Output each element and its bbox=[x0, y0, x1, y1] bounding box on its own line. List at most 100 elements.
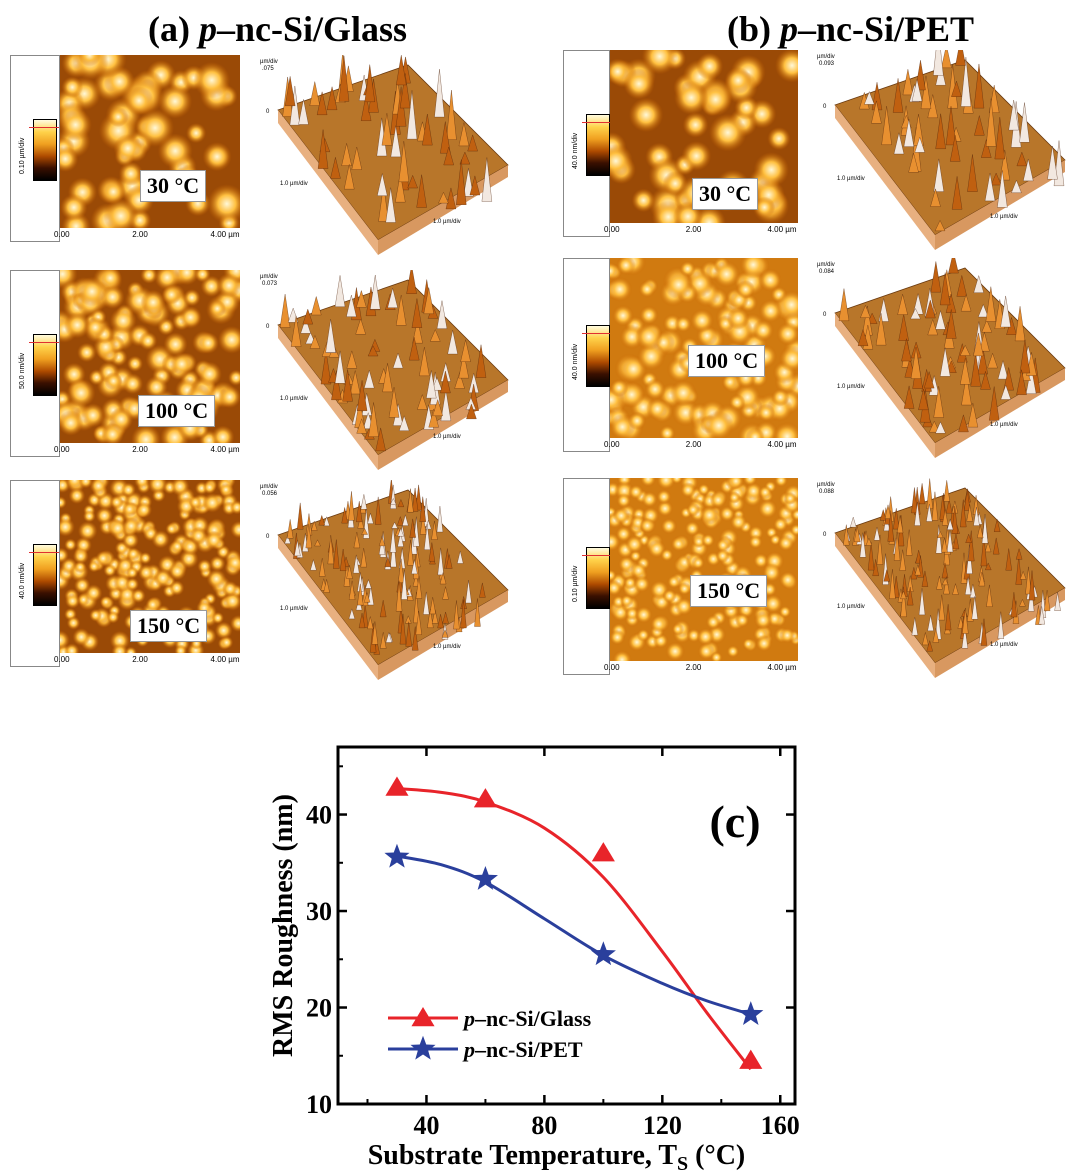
afm-3d-peak bbox=[967, 403, 979, 428]
afm-3d-peak bbox=[407, 488, 414, 513]
color-scale-label: 0.10 µm/div bbox=[572, 565, 579, 602]
afm-3d-peak bbox=[946, 309, 957, 339]
color-scale-box: 0.10 µm/div bbox=[10, 55, 60, 242]
afm-3d-peak bbox=[938, 594, 945, 621]
afm-3d-peak bbox=[342, 369, 353, 402]
afm-3d-peak bbox=[309, 81, 320, 106]
afm-grain bbox=[145, 597, 161, 612]
afm-grain bbox=[684, 520, 701, 537]
afm-grain bbox=[165, 522, 178, 536]
afm-3d-peak bbox=[411, 559, 418, 575]
legend-1-italic: p bbox=[462, 1037, 475, 1062]
afm-grain bbox=[197, 332, 220, 354]
afm-3d-peak bbox=[311, 520, 318, 531]
afm-grain bbox=[122, 517, 141, 535]
afm-3d-peak bbox=[966, 504, 973, 522]
afm-grain bbox=[230, 520, 240, 539]
afm-3d-peak bbox=[284, 534, 291, 544]
afm-grain bbox=[111, 643, 128, 653]
afm-3d-z-unit: µm/div bbox=[817, 262, 835, 268]
afm-3d-peak bbox=[378, 184, 389, 222]
x-tick-label: 120 bbox=[643, 1111, 682, 1140]
afm-3d-surface: µm/div .075 1.0 µm/div 1.0 µm/div 0 bbox=[258, 51, 513, 260]
afm-3d-peak bbox=[893, 132, 905, 155]
afm-3d-peak bbox=[960, 293, 972, 312]
afm-grain bbox=[140, 289, 166, 315]
afm-3d-zero: 0 bbox=[823, 104, 827, 110]
afm-3d-peak bbox=[1025, 566, 1032, 595]
afm-grain bbox=[670, 536, 687, 552]
afm-3d-peak bbox=[424, 523, 431, 550]
panel-b-italic: p bbox=[780, 9, 798, 49]
afm-grain bbox=[229, 500, 240, 515]
afm-3d-peak bbox=[925, 299, 936, 319]
afm-grain bbox=[656, 478, 676, 490]
afm-3d-peak bbox=[1019, 570, 1027, 580]
panel-b-suffix: –nc-Si/PET bbox=[798, 9, 975, 49]
afm-grain bbox=[667, 574, 682, 589]
afm-grain bbox=[109, 495, 124, 510]
afm-grain bbox=[721, 373, 739, 391]
afm-3d-peak bbox=[454, 372, 465, 389]
afm-3d-peak bbox=[987, 352, 998, 369]
afm-3d-peak bbox=[864, 91, 875, 105]
afm-3d-peak bbox=[968, 530, 975, 562]
afm-3d-peak bbox=[994, 117, 1005, 160]
afm-3d-peak bbox=[405, 615, 412, 624]
afm-grain bbox=[72, 628, 91, 646]
afm-grain bbox=[197, 361, 222, 387]
afm-3d-peak bbox=[1000, 295, 1011, 328]
afm-3d-peak bbox=[389, 526, 397, 553]
afm-3d-peak bbox=[407, 174, 418, 189]
afm-3d-peak bbox=[432, 399, 443, 416]
afm-grain bbox=[163, 332, 188, 357]
afm-grain bbox=[179, 306, 202, 329]
afm-3d-peak bbox=[398, 141, 410, 182]
afm-grain bbox=[95, 506, 114, 525]
afm-x-tick-label: 4.00 µm bbox=[210, 445, 240, 454]
afm-3d-peak bbox=[948, 251, 959, 274]
afm-grain bbox=[634, 605, 653, 624]
afm-grain bbox=[639, 478, 657, 488]
panel-a-italic: p bbox=[198, 9, 217, 49]
afm-3d-peak bbox=[927, 615, 934, 631]
afm-3d-peak bbox=[367, 616, 374, 630]
afm-3d-peak bbox=[980, 618, 988, 646]
afm-grain bbox=[174, 270, 200, 286]
afm-3d-peak bbox=[399, 73, 411, 109]
afm-grain bbox=[126, 547, 141, 561]
afm-3d-peak bbox=[927, 318, 938, 336]
afm-3d-peak bbox=[401, 569, 408, 600]
legend-0-label: p–nc-Si/Glass bbox=[462, 1006, 592, 1031]
afm-grain bbox=[204, 530, 224, 550]
afm-3d-z-unit: µm/div bbox=[817, 54, 835, 60]
afm-3d-peak bbox=[951, 80, 962, 97]
afm-3d-surface: µm/div 0.088 1.0 µm/div 1.0 µm/div 0 bbox=[815, 478, 1070, 693]
afm-3d-base bbox=[834, 487, 1066, 664]
afm-grain bbox=[100, 179, 126, 205]
afm-3d-peak bbox=[429, 597, 436, 615]
afm-3d-peak bbox=[902, 69, 914, 96]
afm-3d-peak bbox=[871, 100, 882, 124]
afm-3d-peak bbox=[973, 332, 984, 357]
afm-3d-peak bbox=[942, 509, 949, 526]
afm-3d-peak bbox=[981, 139, 992, 158]
afm-3d-peak bbox=[423, 287, 434, 314]
afm-grain bbox=[752, 552, 769, 569]
afm-grain bbox=[757, 498, 778, 519]
afm-3d-peak bbox=[395, 173, 406, 203]
afm-3d-peak bbox=[357, 583, 364, 606]
afm-3d-peak bbox=[997, 359, 1009, 380]
afm-x-tick-label: 2.00 bbox=[685, 440, 702, 449]
afm-grain bbox=[60, 108, 92, 142]
afm-grain bbox=[60, 517, 75, 537]
afm-2d-surface bbox=[610, 258, 798, 438]
afm-grain bbox=[183, 289, 201, 307]
afm-grain bbox=[630, 562, 648, 580]
afm-grain bbox=[633, 575, 651, 593]
afm-3d-peak bbox=[431, 377, 443, 391]
afm-3d-peak bbox=[318, 514, 325, 526]
temperature-label: 150 °C bbox=[690, 575, 768, 607]
afm-3d-peak bbox=[939, 272, 951, 306]
afm-3d-peak bbox=[930, 188, 941, 207]
